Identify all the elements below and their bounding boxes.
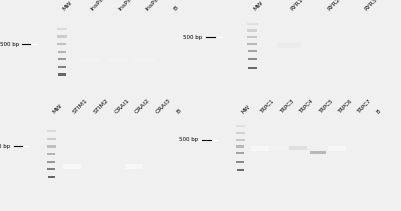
Bar (57, 28, 67, 30)
Bar (236, 145, 245, 147)
Bar (236, 132, 245, 134)
Bar (47, 153, 55, 155)
Text: InsP₃R1: InsP₃R1 (89, 0, 109, 12)
Bar (235, 125, 245, 127)
Bar (79, 57, 100, 62)
Bar (290, 146, 308, 150)
Bar (47, 168, 55, 170)
Text: STIM2: STIM2 (93, 97, 109, 114)
Bar (125, 164, 143, 169)
Text: B: B (376, 108, 382, 114)
Bar (47, 145, 56, 147)
Text: TRPC6: TRPC6 (337, 99, 353, 114)
Bar (310, 151, 326, 154)
Bar (57, 43, 67, 45)
Bar (247, 36, 257, 38)
Text: MW: MW (51, 103, 63, 114)
Text: 500 bp: 500 bp (0, 144, 10, 149)
Bar (58, 73, 66, 76)
Bar (270, 146, 288, 151)
Bar (47, 138, 56, 140)
Text: TRPC5: TRPC5 (318, 99, 334, 114)
Bar (248, 50, 257, 52)
Text: TRPC3: TRPC3 (279, 99, 295, 114)
Text: RYR2: RYR2 (326, 0, 341, 12)
Text: InsP₃R2: InsP₃R2 (117, 0, 137, 12)
Bar (107, 57, 127, 62)
Bar (58, 51, 66, 53)
Bar (47, 130, 56, 132)
Text: 500 bp: 500 bp (179, 137, 198, 142)
Bar (236, 139, 245, 141)
Text: MW: MW (62, 0, 73, 12)
Bar (47, 161, 55, 163)
Bar (63, 164, 81, 169)
Text: InsP₃R3: InsP₃R3 (145, 0, 165, 12)
Text: RYR3: RYR3 (364, 0, 379, 12)
Bar (48, 176, 55, 178)
Bar (328, 146, 346, 151)
Bar (237, 169, 244, 171)
Text: ORAI3: ORAI3 (155, 97, 172, 114)
Text: TRPC7: TRPC7 (356, 99, 373, 114)
Bar (58, 66, 66, 68)
Text: B: B (175, 108, 182, 114)
Text: ORAI1: ORAI1 (113, 97, 130, 114)
Text: TRPC4: TRPC4 (298, 99, 314, 114)
Text: MW: MW (240, 104, 251, 114)
Bar (248, 58, 257, 60)
Bar (58, 58, 66, 60)
Bar (57, 35, 67, 38)
Bar (236, 152, 244, 154)
Bar (134, 57, 155, 62)
Text: MW: MW (252, 0, 264, 12)
Bar (248, 67, 257, 69)
Text: B: B (172, 5, 179, 12)
Text: STIM1: STIM1 (72, 97, 89, 114)
Text: TRPC1: TRPC1 (260, 99, 275, 114)
Bar (247, 43, 257, 45)
Text: ORAI2: ORAI2 (134, 97, 151, 114)
Bar (247, 23, 258, 25)
Bar (277, 43, 302, 48)
Bar (237, 161, 244, 163)
Bar (247, 30, 257, 32)
Text: 500 bp: 500 bp (0, 42, 19, 47)
Text: 500 bp: 500 bp (184, 35, 203, 40)
Text: RYR1: RYR1 (290, 0, 304, 12)
Bar (251, 146, 269, 151)
